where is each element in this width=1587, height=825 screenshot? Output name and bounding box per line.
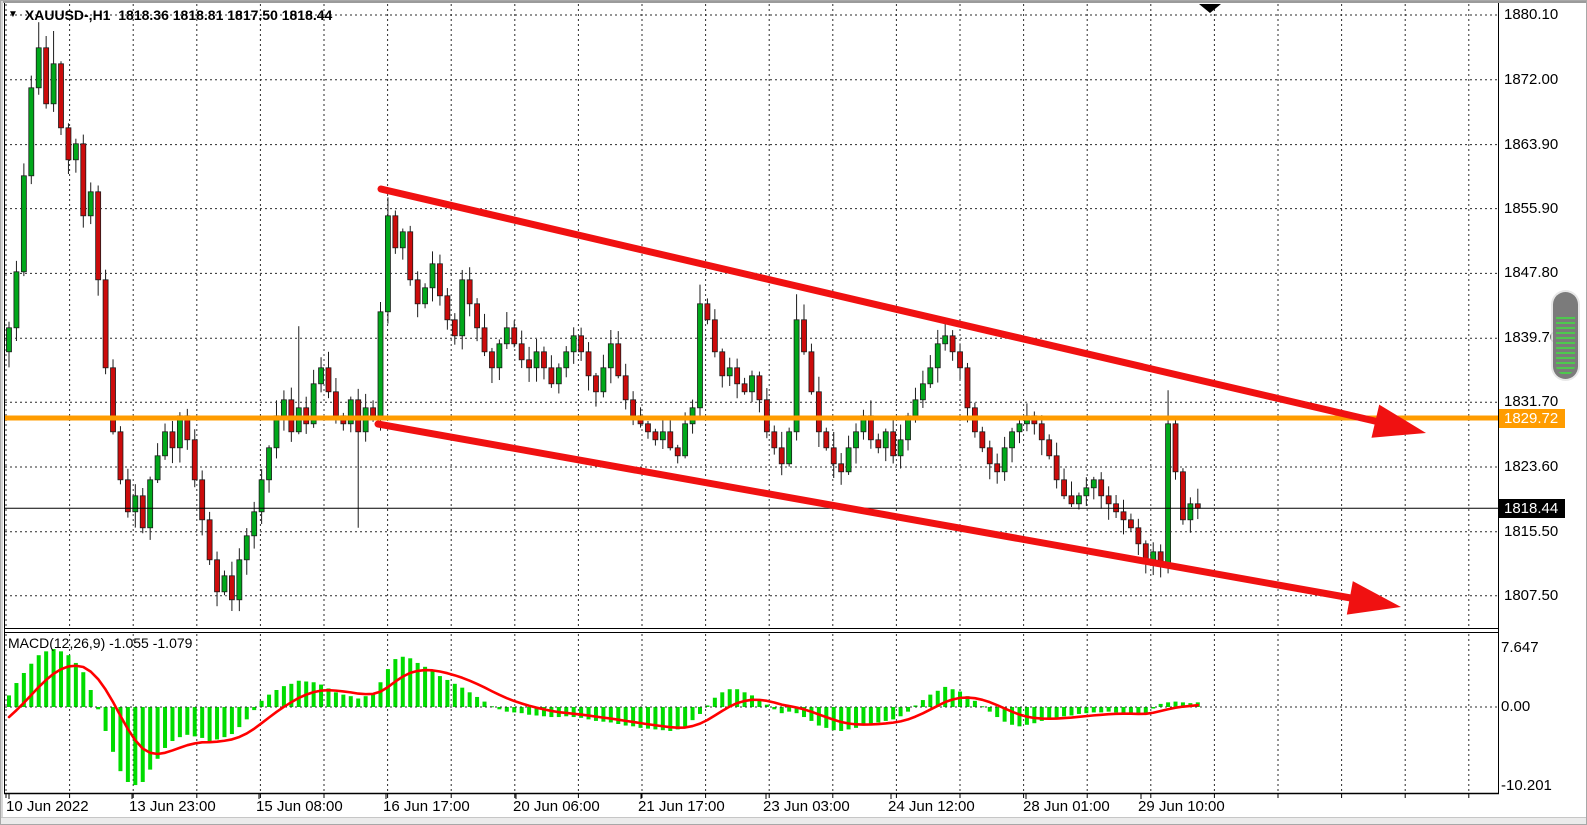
- time-tick-label: 13 Jun 23:00: [129, 798, 216, 815]
- time-tick-label: 23 Jun 03:00: [763, 798, 850, 815]
- hline-price-badge: 1829.72: [1499, 409, 1565, 428]
- time-tick-label: 29 Jun 10:00: [1138, 798, 1225, 815]
- macd-tick-label: 0.00: [1501, 698, 1531, 715]
- time-tick-label: 16 Jun 17:00: [383, 798, 470, 815]
- macd-signal-line: [7, 664, 1200, 756]
- macd-indicator-label: MACD(12,26,9) -1.055 -1.079: [8, 635, 193, 651]
- time-tick-label: 15 Jun 08:00: [256, 798, 343, 815]
- current-price-badge: 1818.44: [1499, 499, 1565, 518]
- price-tick-label: 1847.80: [1504, 264, 1559, 282]
- price-tick-label: 1863.90: [1504, 135, 1559, 153]
- candlesticks: [6, 22, 1201, 612]
- window-left-edge: [1, 1, 3, 824]
- trend-arrow-2[interactable]: [374, 420, 1401, 615]
- time-tick-label: 28 Jun 01:00: [1023, 798, 1110, 815]
- chart-title: ▼ XAUUSD-,H1 1818.36 1818.81 1817.50 181…: [8, 7, 332, 23]
- price-tick-label: 1839.70: [1504, 329, 1559, 347]
- price-tick-label: 1815.50: [1504, 522, 1559, 540]
- trend-arrow-1[interactable]: [377, 185, 1426, 438]
- symbol-ohlc-label: XAUUSD-,H1 1818.36 1818.81 1817.50 1818.…: [24, 7, 333, 23]
- price-tick-label: 1823.60: [1504, 458, 1559, 475]
- time-tick-label: 20 Jun 06:00: [513, 798, 600, 815]
- price-tick-label: 1880.10: [1504, 6, 1559, 23]
- time-tick-label: 24 Jun 12:00: [888, 798, 975, 815]
- window-top-edge: [1, 1, 1586, 3]
- macd-tick-label: 7.647: [1501, 638, 1539, 656]
- time-tick-label: 10 Jun 2022: [6, 798, 89, 815]
- price-tick-label: 1807.50: [1504, 586, 1559, 604]
- macd-tick-label: -10.201: [1501, 776, 1552, 794]
- scrollbar-stripes: [1556, 317, 1575, 375]
- price-tick-label: 1872.00: [1504, 70, 1559, 88]
- macd-histogram: [7, 649, 1200, 786]
- time-tick-label: 21 Jun 17:00: [638, 798, 725, 815]
- window-bottom-strip: [1, 817, 1586, 824]
- object-anchor-triangle-icon[interactable]: [1199, 4, 1221, 13]
- scrollbar-thumb[interactable]: [1553, 292, 1578, 379]
- price-tick-label: 1831.70: [1504, 393, 1559, 411]
- collapse-triangle-icon[interactable]: ▼: [8, 9, 18, 20]
- price-tick-label: 1855.90: [1504, 199, 1559, 217]
